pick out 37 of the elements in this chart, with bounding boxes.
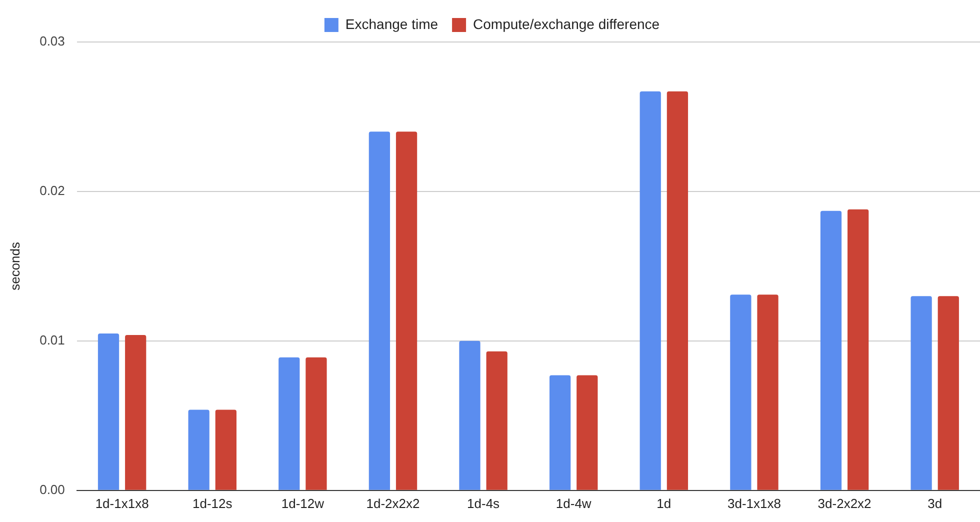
y-axis-title: seconds xyxy=(7,241,22,290)
bar xyxy=(278,357,300,490)
x-tick-label: 1d-12w xyxy=(281,496,325,511)
x-tick-label: 1d-12s xyxy=(192,496,233,511)
bar xyxy=(396,132,418,490)
x-tick-label: 3d-2x2x2 xyxy=(818,496,872,511)
bar xyxy=(549,375,571,490)
legend-label: Compute/exchange difference xyxy=(473,16,660,32)
bar xyxy=(666,91,688,490)
bar xyxy=(125,334,146,490)
bar xyxy=(188,410,210,490)
bar xyxy=(820,210,842,490)
x-tick-label: 3d xyxy=(928,496,942,511)
x-tick-label: 3d-1x1x8 xyxy=(727,496,781,511)
bar xyxy=(306,357,327,490)
x-tick-label: 1d-4w xyxy=(556,496,592,511)
bar xyxy=(910,296,932,490)
bar xyxy=(640,91,661,490)
bar xyxy=(848,209,869,490)
y-tick-label: 0.03 xyxy=(40,34,65,49)
bar xyxy=(938,296,959,490)
y-tick-label: 0.01 xyxy=(40,332,65,348)
bar xyxy=(576,375,598,490)
bar xyxy=(215,410,236,490)
bar xyxy=(368,132,390,490)
legend-label: Exchange time xyxy=(345,16,438,32)
x-tick-label: 1d-1x1x8 xyxy=(95,496,149,511)
y-tick-label: 0.00 xyxy=(40,482,65,497)
bar xyxy=(730,294,752,490)
x-tick-label: 1d-4s xyxy=(467,496,500,511)
bar xyxy=(98,333,120,490)
bar xyxy=(459,340,480,490)
bar xyxy=(757,294,778,490)
y-tick-label: 0.02 xyxy=(40,183,65,198)
x-tick-label: 1d xyxy=(656,496,672,511)
x-tick-label: 1d-2x2x2 xyxy=(366,496,420,511)
bar xyxy=(486,351,508,490)
